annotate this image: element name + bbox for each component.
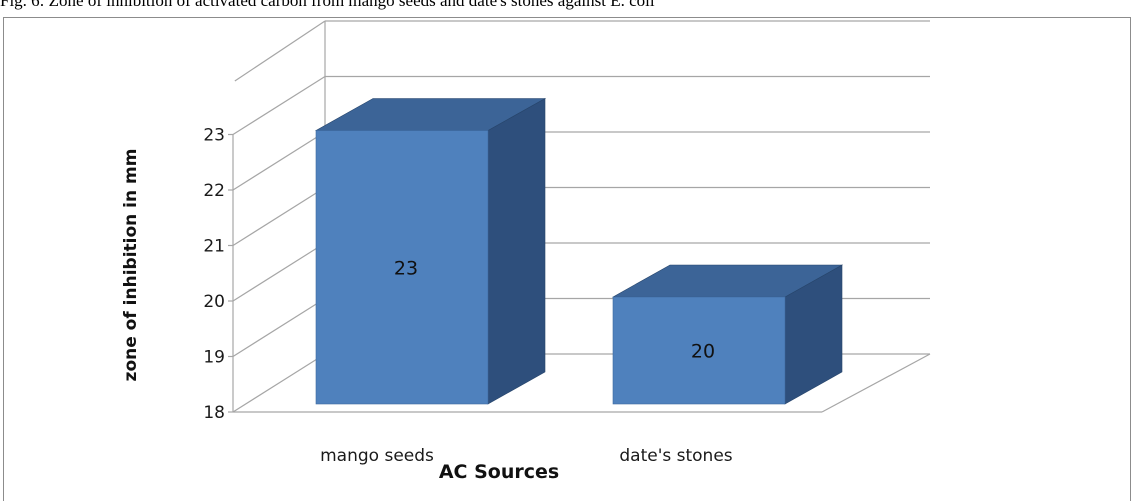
y-axis-ticks: 18 19 20 21 22 23 (203, 126, 233, 423)
data-label: 20 (691, 341, 715, 363)
bar-side-face (487, 97, 546, 405)
y-tick-label: 21 (203, 237, 225, 257)
chart-frame (3, 17, 1131, 501)
x-category-label: mango seeds (320, 446, 434, 466)
x-axis-title: AC Sources (439, 461, 559, 483)
data-label: 23 (394, 257, 418, 279)
figure-caption: Fig. 6: Zone of inhibition of activated … (0, 0, 655, 10)
x-category-label: date's stones (619, 446, 732, 466)
x-axis-categories: mango seeds date's stones (320, 446, 733, 466)
y-axis-title: zone of inhibition in mm (121, 149, 141, 382)
bars: 23 20 (314, 97, 844, 405)
bar: 20 (611, 264, 844, 405)
y-tick-label: 18 (203, 403, 225, 423)
bar: 23 (314, 97, 547, 405)
y-tick-label: 19 (203, 348, 225, 368)
y-tick-label: 23 (203, 126, 225, 146)
bar-front-face (315, 130, 489, 405)
bar-front-face (612, 296, 786, 405)
y-tick-label: 22 (203, 181, 225, 201)
y-tick-label: 20 (203, 292, 225, 312)
